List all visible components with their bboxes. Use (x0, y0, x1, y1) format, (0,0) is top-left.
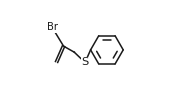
Text: Br: Br (47, 22, 58, 32)
Text: S: S (81, 57, 89, 67)
